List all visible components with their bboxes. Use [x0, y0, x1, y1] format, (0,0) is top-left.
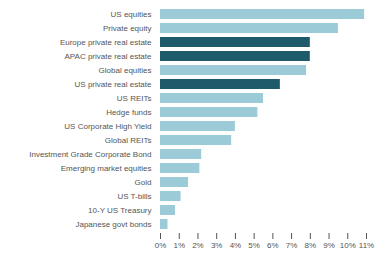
svg-text:Global REITs: Global REITs: [105, 136, 152, 145]
svg-text:10%: 10%: [340, 241, 356, 250]
svg-text:Gold: Gold: [135, 178, 152, 187]
svg-text:US Corporate High Yield: US Corporate High Yield: [64, 122, 151, 131]
svg-text:5%: 5%: [248, 241, 260, 250]
svg-text:US equities: US equities: [111, 10, 152, 19]
svg-text:US private real estate: US private real estate: [75, 80, 152, 89]
svg-text:3%: 3%: [211, 241, 223, 250]
svg-text:Hedge funds: Hedge funds: [106, 108, 151, 117]
svg-text:US T-bills: US T-bills: [117, 192, 151, 201]
svg-text:0%: 0%: [155, 241, 167, 250]
svg-text:9%: 9%: [323, 241, 335, 250]
svg-text:Emerging market equities: Emerging market equities: [61, 164, 152, 173]
svg-text:8%: 8%: [305, 241, 317, 250]
svg-text:1%: 1%: [173, 241, 185, 250]
svg-text:Investment Grade Corporate Bon: Investment Grade Corporate Bond: [29, 150, 151, 159]
svg-text:Europe private real estate: Europe private real estate: [60, 38, 152, 47]
svg-text:4%: 4%: [230, 241, 242, 250]
svg-text:7%: 7%: [286, 241, 298, 250]
svg-text:Japanese govt bonds: Japanese govt bonds: [75, 220, 151, 229]
svg-text:Global equities: Global equities: [99, 66, 152, 75]
svg-text:Private equity: Private equity: [103, 24, 151, 33]
svg-text:APAC private real estate: APAC private real estate: [64, 52, 152, 61]
svg-text:2%: 2%: [192, 241, 204, 250]
svg-text:6%: 6%: [267, 241, 279, 250]
svg-text:US REITs: US REITs: [117, 94, 152, 103]
svg-text:10-Y US Treasury: 10-Y US Treasury: [88, 206, 151, 215]
svg-text:11%: 11%: [359, 241, 374, 250]
